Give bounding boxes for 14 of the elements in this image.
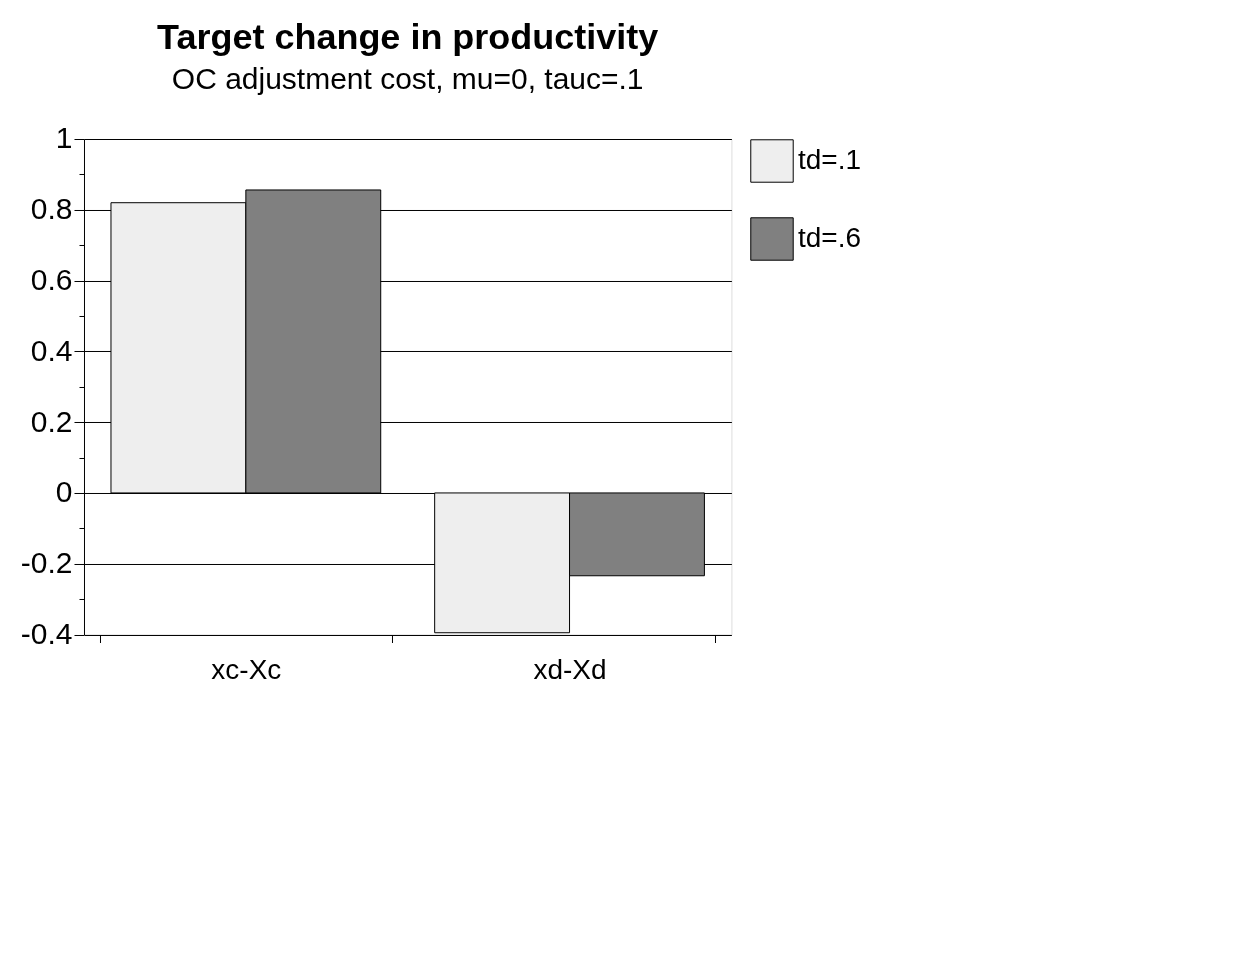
- y-tick-label: 0: [55, 475, 73, 509]
- y-tick-label: 0.6: [30, 263, 73, 297]
- legend-label: td=.6: [797, 222, 862, 253]
- chart-subtitle: OC adjustment cost, mu=0, tauc=.1: [171, 62, 644, 95]
- y-tick-label: 0.8: [30, 192, 73, 226]
- x-tick-label: xc-Xc: [211, 654, 282, 686]
- y-tick-label: 0.4: [30, 333, 73, 367]
- y-tick-label: 0.2: [30, 404, 73, 438]
- chart-title: Target change in productivity: [157, 16, 659, 57]
- x-tick-label: xd-Xd: [533, 654, 607, 686]
- y-tick-label: 1: [55, 121, 73, 155]
- y-tick-label: -0.4: [20, 617, 73, 651]
- legend-label: td=.1: [797, 144, 862, 175]
- y-tick-label: -0.2: [20, 546, 73, 580]
